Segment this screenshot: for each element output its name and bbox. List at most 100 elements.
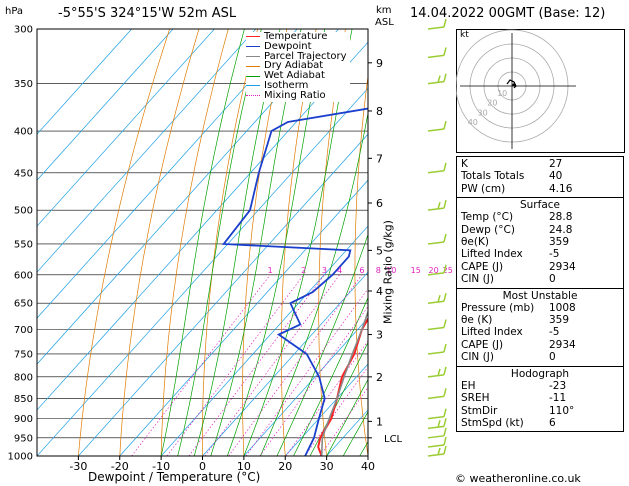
- hodograph-title: Hodograph: [510, 367, 570, 380]
- hodograph-stat-label: StmDir: [461, 404, 498, 417]
- most-unstable-row: CIN (J) 0: [461, 351, 619, 363]
- pressure-tick-label: 400: [14, 127, 33, 138]
- wind-barb: [427, 199, 447, 211]
- hodograph-ring-label: 30: [478, 108, 488, 117]
- pressure-tick-label: 500: [14, 206, 33, 217]
- mixing-ratio-value-label: 8: [376, 266, 381, 275]
- x-tick-label: -10: [152, 460, 170, 473]
- pressure-tick-label: 1000: [8, 452, 33, 463]
- wind-barb: [427, 427, 447, 439]
- wind-barb: [427, 120, 447, 132]
- legend-label: Dewpoint: [264, 40, 312, 52]
- legend-entry: Isotherm: [246, 81, 347, 91]
- isotherm-line: [37, 87, 368, 456]
- x-tick-label: -20: [111, 460, 129, 473]
- surface-value: 24.8: [549, 223, 573, 236]
- legend-swatch: [246, 95, 260, 97]
- isotherm-line: [284, 363, 368, 456]
- surface-value: 28.8: [549, 211, 573, 224]
- indices-panel: K 27 Totals Totals 40 PW (cm) 4.16 Surface Te…: [456, 156, 624, 433]
- hodograph-stat-value: -23: [549, 379, 567, 392]
- wet-adiabat-line: [210, 29, 302, 456]
- wind-barb: [427, 264, 447, 276]
- mixing-ratio-line: [188, 274, 325, 456]
- hodograph-stat-row: SREH -11: [461, 392, 619, 404]
- index-label: PW (cm): [461, 182, 506, 195]
- x-axis-label: Dewpoint / Temperature (°C): [88, 470, 261, 484]
- surface-row: CIN (J) 0: [461, 273, 619, 285]
- most-unstable-label: CAPE (J): [461, 338, 504, 351]
- series-dewpoint: [221, 107, 368, 456]
- mixing-ratio-line: [228, 274, 363, 456]
- dry-adiabat-line: [160, 29, 229, 456]
- isotherm-line: [37, 29, 257, 273]
- index-row: Totals Totals 40: [461, 170, 619, 182]
- x-tick-label: 0: [199, 460, 206, 473]
- km-tick-label: 1: [376, 415, 383, 428]
- legend-swatch: [246, 75, 260, 77]
- wet-adiabat-line: [226, 29, 326, 456]
- surface-label: CAPE (J): [461, 260, 504, 273]
- dry-adiabat-line: [78, 29, 170, 456]
- pressure-unit-label: hPa: [5, 6, 24, 17]
- most-unstable-title: Most Unstable: [502, 289, 578, 302]
- series-parcel-trajectory: [320, 309, 368, 456]
- index-row: K 27: [461, 158, 619, 170]
- index-value: 4.16: [549, 182, 573, 195]
- wind-barb: [427, 319, 447, 331]
- index-row: PW (cm) 4.16: [461, 183, 619, 195]
- pressure-tick-label: 350: [14, 79, 33, 90]
- most-unstable-value: 2934: [549, 338, 576, 351]
- most-unstable-row: CAPE (J) 2934: [461, 339, 619, 351]
- hodograph-stat-label: SREH: [461, 392, 490, 405]
- indices-box: K 27 Totals Totals 40 PW (cm) 4.16: [456, 156, 624, 199]
- wind-barb: [427, 73, 447, 85]
- mixing-ratio-value-label: 25: [443, 266, 453, 275]
- hodograph-ring-label: 20: [487, 99, 497, 108]
- index-label: K: [461, 158, 468, 170]
- most-unstable-label: Pressure (mb): [461, 301, 535, 314]
- isotherm-line: [37, 29, 132, 135]
- surface-row: Temp (°C) 28.8: [461, 211, 619, 223]
- mixing-ratio-value-label: 4: [337, 266, 342, 275]
- hodograph-box: Hodograph EH -23 SREH -11 StmDir 110° StmSpd (…: [456, 366, 624, 433]
- surface-label: Dewp (°C): [461, 223, 515, 236]
- asl-unit-label: ASL: [375, 17, 394, 28]
- dry-adiabat-line: [280, 29, 317, 456]
- most-unstable-box: Most Unstable Pressure (mb) 1008 θe (K) 359…: [456, 288, 624, 367]
- mixing-ratio-axis-label: Mixing Ratio (g/kg): [381, 220, 395, 324]
- surface-value: -5: [549, 248, 560, 261]
- wet-adiabat-line: [243, 29, 353, 456]
- mixing-ratio-value-label: 1: [268, 266, 273, 275]
- isotherm-line: [119, 179, 368, 456]
- index-label: Totals Totals: [461, 170, 525, 183]
- legend-swatch: [246, 46, 260, 48]
- most-unstable-row: θe (K) 359: [461, 314, 619, 326]
- surface-value: 359: [549, 236, 570, 249]
- wind-barb: [427, 233, 447, 245]
- km-tick-label: 3: [376, 329, 383, 342]
- isotherm-line: [202, 271, 368, 456]
- mixing-ratio-value-label: 3: [322, 266, 327, 275]
- most-unstable-value: 359: [549, 314, 570, 327]
- isotherm-line: [37, 29, 174, 181]
- index-value: 27: [549, 158, 563, 170]
- most-unstable-value: 0: [549, 351, 556, 364]
- isotherm-line: [37, 29, 215, 227]
- x-tick-label: -30: [69, 460, 87, 473]
- pressure-tick-label: 650: [14, 299, 33, 310]
- km-tick-label: 5: [376, 244, 383, 257]
- wind-barb: [427, 18, 447, 30]
- mixing-ratio-line: [204, 274, 340, 456]
- mixing-ratio-value-label: 20: [428, 266, 438, 275]
- surface-row: Lifted Index -5: [461, 248, 619, 260]
- hodograph-trace: [506, 79, 517, 89]
- km-tick-label: 6: [376, 197, 383, 210]
- pressure-tick-label: 800: [14, 372, 33, 383]
- wind-barb: [427, 343, 447, 355]
- isotherm-line: [243, 317, 368, 456]
- surface-label: θe(K): [461, 236, 489, 249]
- x-tick-label: 10: [237, 460, 251, 473]
- most-unstable-label: θe (K): [461, 314, 493, 327]
